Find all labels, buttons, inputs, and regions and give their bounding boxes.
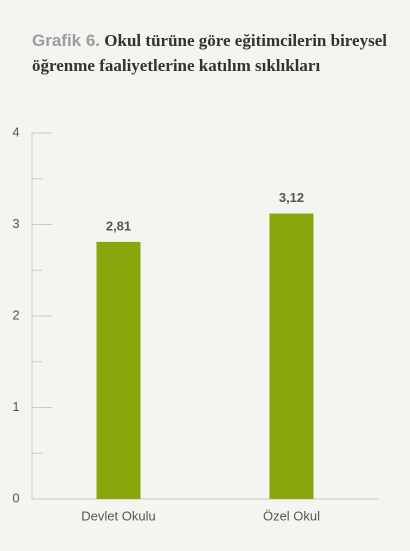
value-label: 2,81	[106, 218, 131, 233]
y-tick-label: 2	[12, 307, 19, 322]
bar	[96, 241, 141, 499]
y-tick-label: 3	[12, 216, 19, 231]
chart-title-block: Grafik 6. Okul türüne göre eğitimcilerin…	[32, 28, 392, 78]
value-label: 3,12	[279, 190, 304, 205]
bar	[269, 213, 314, 499]
chart-title: Okul türüne göre eğitimcilerin bireysel …	[32, 31, 387, 75]
y-tick-label: 1	[12, 399, 19, 414]
title-label: Grafik 6.	[32, 31, 101, 50]
x-tick-label: Devlet Okulu	[81, 508, 155, 523]
x-tick-label: Özel Okul	[263, 508, 320, 523]
y-tick-label: 4	[12, 124, 19, 139]
y-tick-label: 0	[12, 490, 19, 505]
